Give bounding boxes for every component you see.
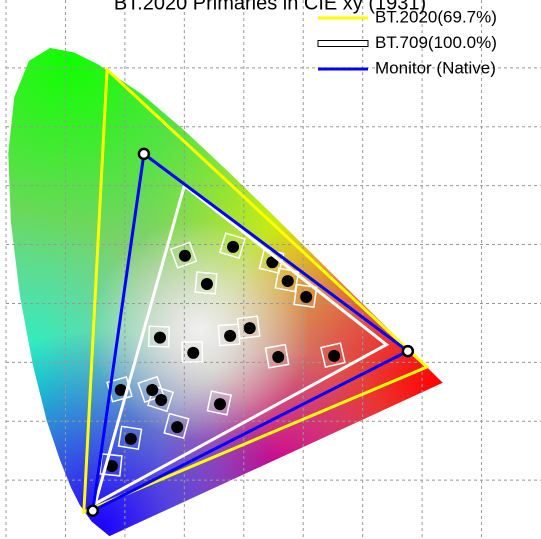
target-marker bbox=[163, 412, 190, 440]
measured-point bbox=[300, 290, 313, 303]
chart-title: BT.2020 Primaries in CIE xy (1931) bbox=[114, 0, 426, 14]
measured-point bbox=[124, 432, 137, 445]
measured-point bbox=[266, 256, 279, 269]
primary-vertex bbox=[86, 504, 100, 517]
legend-label: BT.709(100.0%) bbox=[375, 33, 497, 52]
measured-point bbox=[178, 249, 191, 262]
target-marker bbox=[206, 390, 232, 416]
measured-point bbox=[153, 331, 166, 344]
target-marker bbox=[194, 271, 218, 295]
measured-point bbox=[243, 322, 256, 335]
target-marker bbox=[218, 232, 246, 260]
target-marker bbox=[137, 375, 165, 404]
target-marker bbox=[236, 315, 261, 340]
target-marker bbox=[117, 425, 143, 451]
target-marker bbox=[169, 241, 198, 269]
measured-point bbox=[227, 240, 240, 253]
target-marker bbox=[320, 342, 346, 368]
target-marker bbox=[147, 325, 171, 348]
target-marker bbox=[264, 343, 290, 369]
measured-point bbox=[187, 346, 200, 359]
measured-point bbox=[114, 384, 127, 397]
measured-point bbox=[200, 278, 213, 291]
measured-point bbox=[224, 329, 237, 342]
legend-label: Monitor (Native) bbox=[375, 58, 496, 77]
legend-label: BT.2020(69.7%) bbox=[375, 7, 497, 26]
measured-point bbox=[272, 351, 285, 364]
primary-vertex bbox=[137, 147, 151, 161]
measured-point bbox=[155, 394, 168, 407]
measured-point bbox=[281, 275, 294, 288]
target-marker bbox=[293, 283, 318, 308]
gamut-triangle bbox=[82, 66, 430, 515]
gamut-triangle bbox=[90, 151, 411, 514]
measured-point bbox=[171, 421, 184, 434]
measured-point bbox=[146, 384, 159, 397]
legend-swatch bbox=[317, 40, 369, 47]
measured-point bbox=[328, 349, 341, 362]
gamut-triangle bbox=[92, 183, 390, 507]
primary-vertex bbox=[401, 344, 415, 358]
target-marker bbox=[181, 340, 204, 363]
measured-point bbox=[214, 398, 226, 411]
measured-point bbox=[105, 459, 118, 472]
target-marker bbox=[274, 267, 300, 293]
